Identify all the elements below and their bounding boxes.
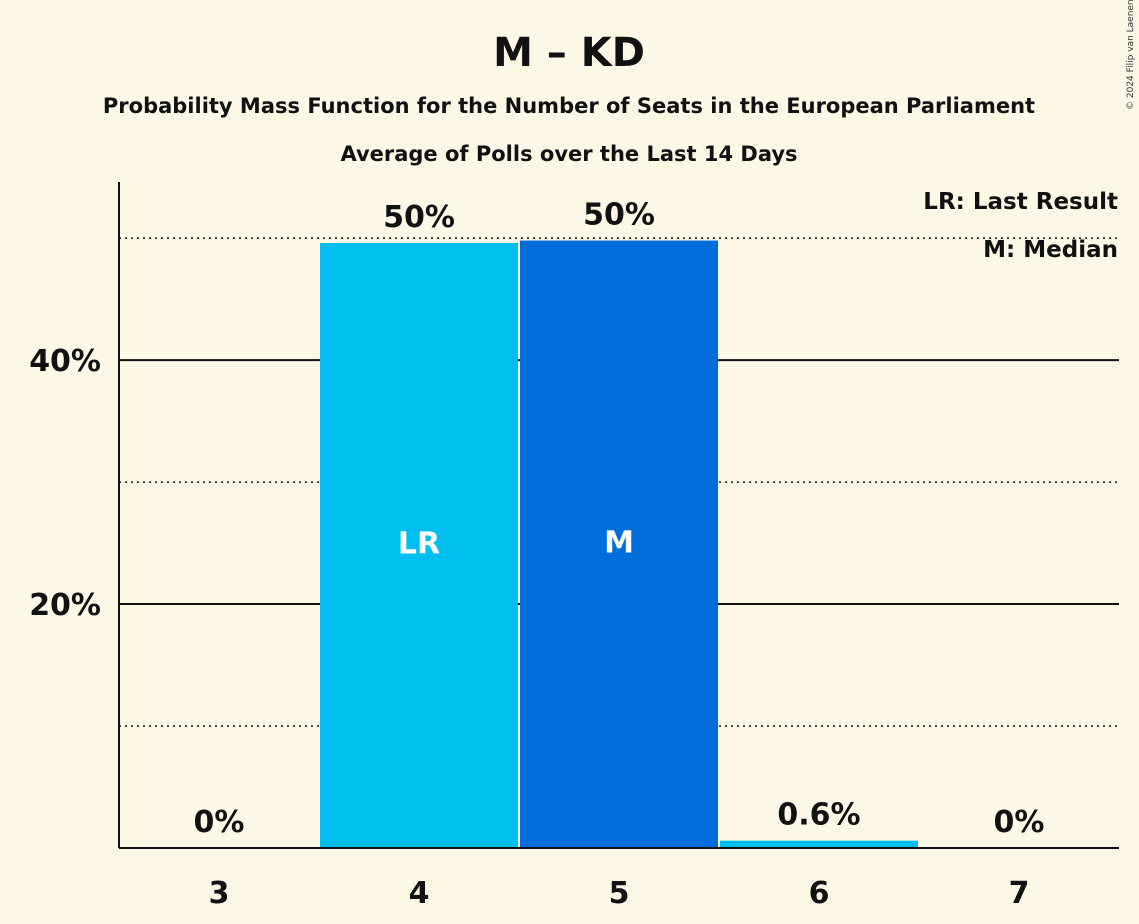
- chart-title: M – KD: [493, 30, 645, 76]
- labels: 20% 40% 0% 3 50% LR 4 50% M 5 0.6% 6 0% 7: [29, 198, 1044, 911]
- value-label-6: 0.6%: [777, 798, 860, 833]
- x-tick-label-3: 3: [209, 876, 230, 911]
- chart-subtitle: Probability Mass Function for the Number…: [103, 94, 1035, 118]
- bars: [320, 240, 918, 849]
- value-label-5: 50%: [583, 198, 655, 233]
- copyright-note: © 2024 Filip van Laenen: [1126, 0, 1136, 110]
- bar-inner-label-4: LR: [398, 526, 440, 561]
- legend-median: M: Median: [983, 237, 1118, 263]
- value-label-7: 0%: [994, 805, 1045, 840]
- bar-5: [520, 240, 718, 849]
- x-tick-label-7: 7: [1009, 876, 1030, 911]
- axes: [118, 182, 1119, 849]
- bar-6: [720, 840, 918, 848]
- x-tick-label-6: 6: [809, 876, 830, 911]
- y-tick-label-0: 20%: [29, 588, 101, 623]
- chart-subtitle-2: Average of Polls over the Last 14 Days: [340, 142, 797, 166]
- legend-last-result: LR: Last Result: [923, 189, 1118, 215]
- value-label-3: 0%: [194, 805, 245, 840]
- x-tick-label-5: 5: [609, 876, 630, 911]
- x-tick-label-4: 4: [409, 876, 430, 911]
- bar-4: [320, 242, 518, 848]
- value-label-4: 50%: [383, 200, 455, 235]
- y-tick-label-1: 40%: [29, 344, 101, 379]
- bar-inner-label-5: M: [604, 525, 634, 560]
